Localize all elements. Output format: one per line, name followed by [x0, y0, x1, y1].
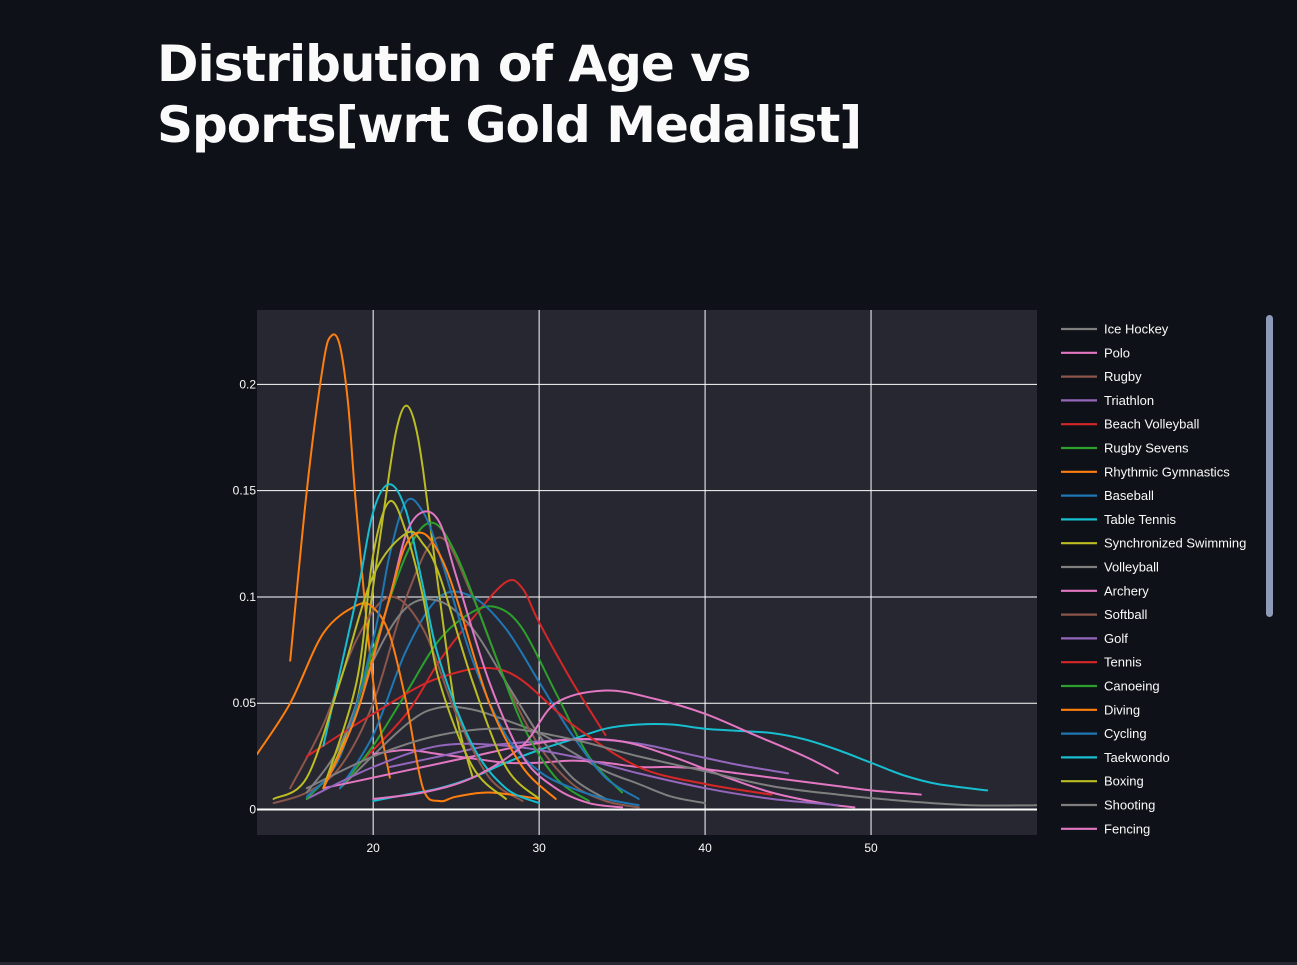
series-line-beach-volleyball: [355, 579, 607, 768]
age-distribution-chart: 20 30 40 50 0 0.05 0.1 0.15 0.2 Ice Hockey Polo Ru…: [233, 310, 1246, 855]
legend-item-fencing[interactable]: Fencing: [1061, 821, 1150, 836]
series-line-taekwondo: [322, 483, 541, 805]
legend-label: Triathlon: [1104, 393, 1154, 408]
legend-item-rhythmic-gymnastics[interactable]: Rhythmic Gymnastics: [1061, 464, 1230, 479]
series-line-rugby: [272, 536, 640, 809]
legend-item-taekwondo[interactable]: Taekwondo: [1061, 750, 1170, 765]
x-tick-label: 20: [366, 841, 380, 855]
legend-label: Tennis: [1104, 655, 1142, 670]
series-line-baseball: [339, 590, 640, 800]
series-group: [257, 333, 1037, 809]
series-line-rhythmic-gymnastics: [289, 333, 391, 779]
series-line-softball: [289, 595, 524, 802]
legend-label: Volleyball: [1104, 560, 1159, 575]
x-tick-label: 30: [532, 841, 546, 855]
y-tick-label: 0.15: [233, 484, 257, 498]
legend-item-canoeing[interactable]: Canoeing: [1061, 679, 1160, 694]
legend-item-shooting[interactable]: Shooting: [1061, 798, 1155, 813]
legend[interactable]: Ice Hockey Polo Rugby Triathlon Beach Volley…: [1061, 322, 1246, 837]
legend-label: Beach Volleyball: [1104, 417, 1200, 432]
legend-item-softball[interactable]: Softball: [1061, 607, 1147, 622]
legend-label: Cycling: [1104, 726, 1147, 741]
legend-item-triathlon[interactable]: Triathlon: [1061, 393, 1154, 408]
legend-label: Synchronized Swimming: [1104, 536, 1246, 551]
series-line-rugby-sevens: [339, 605, 624, 794]
legend-label: Diving: [1104, 702, 1140, 717]
legend-scrollbar[interactable]: [1266, 315, 1273, 617]
legend-label: Shooting: [1104, 798, 1155, 813]
legend-item-rugby-sevens[interactable]: Rugby Sevens: [1061, 441, 1189, 456]
legend-item-polo[interactable]: Polo: [1061, 345, 1130, 360]
x-tick-label: 50: [864, 841, 878, 855]
legend-label: Taekwondo: [1104, 750, 1170, 765]
legend-label: Table Tennis: [1104, 512, 1177, 527]
legend-label: Rugby: [1104, 369, 1142, 384]
legend-label: Golf: [1104, 631, 1128, 646]
series-line-series-23: [322, 500, 507, 800]
legend-label: Polo: [1104, 345, 1130, 360]
legend-item-tennis[interactable]: Tennis: [1061, 655, 1142, 670]
page-title: Distribution of Age vs Sports[wrt Gold M…: [157, 35, 862, 154]
series-line-series-22: [372, 689, 839, 800]
series-line-synchronized-swimming: [322, 404, 474, 790]
legend-item-rugby[interactable]: Rugby: [1061, 369, 1142, 384]
y-tick-label: 0.1: [239, 590, 256, 604]
legend-item-synchronized-swimming[interactable]: Synchronized Swimming: [1061, 536, 1246, 551]
legend-label: Boxing: [1104, 774, 1144, 789]
series-line-golf: [305, 742, 839, 807]
legend-label: Rhythmic Gymnastics: [1104, 464, 1230, 479]
y-tick-label: 0: [249, 802, 256, 816]
legend-label: Archery: [1104, 583, 1149, 598]
legend-item-volleyball[interactable]: Volleyball: [1061, 560, 1159, 575]
chart-container: 20 30 40 50 0 0.05 0.1 0.15 0.2 Ice Hockey Polo Ru…: [0, 290, 1297, 890]
legend-item-table-tennis[interactable]: Table Tennis: [1061, 512, 1177, 527]
legend-label: Canoeing: [1104, 679, 1160, 694]
legend-item-beach-volleyball[interactable]: Beach Volleyball: [1061, 417, 1200, 432]
legend-item-cycling[interactable]: Cycling: [1061, 726, 1147, 741]
legend-item-baseball[interactable]: Baseball: [1061, 488, 1154, 503]
tick-labels: 20 30 40 50 0 0.05 0.1 0.15 0.2: [233, 377, 878, 855]
legend-item-golf[interactable]: Golf: [1061, 631, 1128, 646]
legend-label: Softball: [1104, 607, 1147, 622]
y-tick-label: 0.2: [239, 377, 256, 391]
series-line-diving: [257, 601, 541, 803]
legend-item-boxing[interactable]: Boxing: [1061, 774, 1144, 789]
legend-label: Ice Hockey: [1104, 322, 1169, 337]
series-line-shooting: [305, 727, 1037, 807]
legend-item-archery[interactable]: Archery: [1061, 583, 1149, 598]
series-line-series-24: [322, 531, 557, 800]
legend-label: Rugby Sevens: [1104, 441, 1189, 456]
x-tick-label: 40: [698, 841, 712, 855]
series-line-tennis: [305, 666, 773, 796]
bottom-border: [0, 962, 1297, 965]
legend-item-diving[interactable]: Diving: [1061, 702, 1140, 717]
legend-label: Fencing: [1104, 821, 1150, 836]
legend-item-ice-hockey[interactable]: Ice Hockey: [1061, 322, 1169, 337]
y-tick-label: 0.05: [233, 696, 257, 710]
legend-label: Baseball: [1104, 488, 1154, 503]
